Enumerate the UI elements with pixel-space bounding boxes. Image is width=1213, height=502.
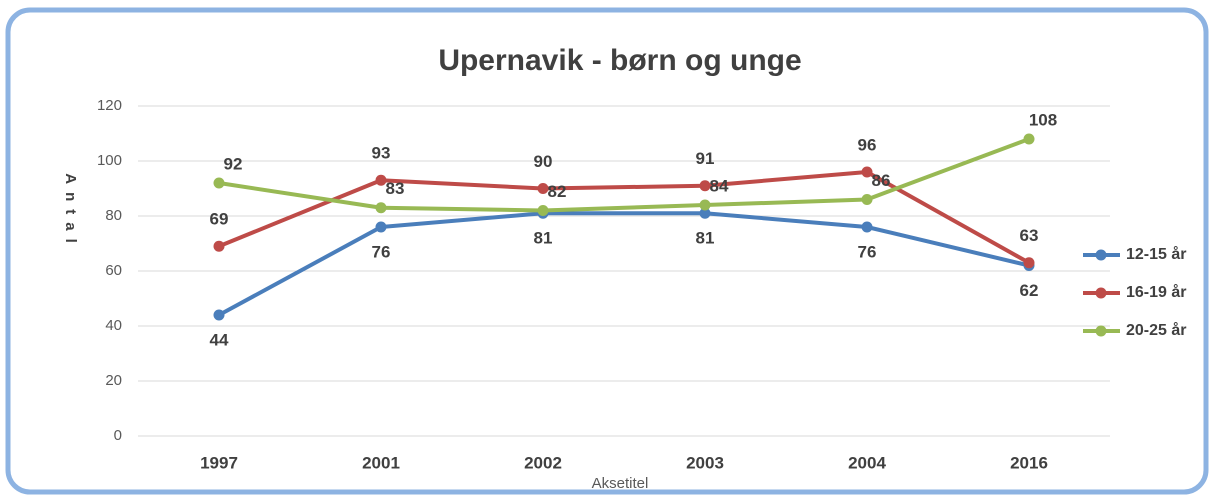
data-point xyxy=(375,174,387,186)
y-tick-label: 0 xyxy=(114,427,122,444)
x-tick-label: 2003 xyxy=(686,453,724,472)
data-label: 81 xyxy=(696,229,715,248)
y-tick-label: 120 xyxy=(97,97,122,114)
data-point xyxy=(861,194,873,205)
x-tick-label: 1997 xyxy=(200,453,238,472)
data-label: 82 xyxy=(548,182,567,201)
data-point xyxy=(375,221,387,233)
data-point xyxy=(213,177,225,189)
data-point xyxy=(537,183,549,194)
data-label: 44 xyxy=(210,330,229,349)
legend-marker xyxy=(1095,249,1107,261)
y-axis-title: Antal xyxy=(62,173,79,251)
data-point xyxy=(1023,257,1035,269)
y-tick-label: 60 xyxy=(105,262,122,279)
data-point xyxy=(699,180,711,192)
y-tick-label: 100 xyxy=(97,152,122,169)
legend-marker xyxy=(1095,325,1107,337)
data-label: 96 xyxy=(858,135,877,154)
data-point xyxy=(213,240,225,252)
data-label: 92 xyxy=(224,154,243,173)
x-tick-label: 2001 xyxy=(362,453,400,472)
data-label: 76 xyxy=(372,242,391,261)
data-label: 69 xyxy=(210,210,229,229)
data-label: 63 xyxy=(1020,226,1039,245)
y-tick-label: 40 xyxy=(105,317,122,334)
data-point xyxy=(1023,133,1035,145)
data-label: 90 xyxy=(534,152,553,171)
data-label: 108 xyxy=(1029,110,1057,129)
data-label: 62 xyxy=(1020,281,1039,300)
x-tick-label: 2016 xyxy=(1010,453,1048,472)
data-point xyxy=(537,205,549,216)
y-axis-title-text: Antal xyxy=(62,173,79,251)
y-tick-label: 80 xyxy=(105,207,122,224)
legend-label: 20-25 år xyxy=(1126,321,1187,339)
data-label: 83 xyxy=(386,179,405,198)
data-point xyxy=(861,166,873,178)
series-line xyxy=(218,137,1030,213)
series-line xyxy=(218,211,1030,317)
x-tick-label: 2002 xyxy=(524,453,562,472)
data-point xyxy=(213,309,225,321)
data-label: 86 xyxy=(872,171,891,190)
data-label: 76 xyxy=(858,242,877,261)
x-axis-title: Aksetitel xyxy=(592,475,649,492)
data-label: 91 xyxy=(696,149,715,168)
series-line xyxy=(218,170,1030,265)
data-label: 93 xyxy=(372,144,391,163)
y-tick-label: 20 xyxy=(105,372,122,389)
chart-title: Upernavik - børn og unge xyxy=(438,44,801,77)
data-point xyxy=(861,221,873,233)
data-point xyxy=(699,207,711,219)
chart-frame xyxy=(5,7,1209,495)
legend-marker xyxy=(1095,287,1107,299)
data-label: 81 xyxy=(534,229,553,248)
legend-label: 16-19 år xyxy=(1126,283,1187,301)
data-point xyxy=(375,202,387,214)
x-tick-label: 2004 xyxy=(848,453,886,472)
data-label: 84 xyxy=(710,176,729,195)
data-point xyxy=(699,199,711,211)
legend-label: 12-15 år xyxy=(1126,245,1187,263)
